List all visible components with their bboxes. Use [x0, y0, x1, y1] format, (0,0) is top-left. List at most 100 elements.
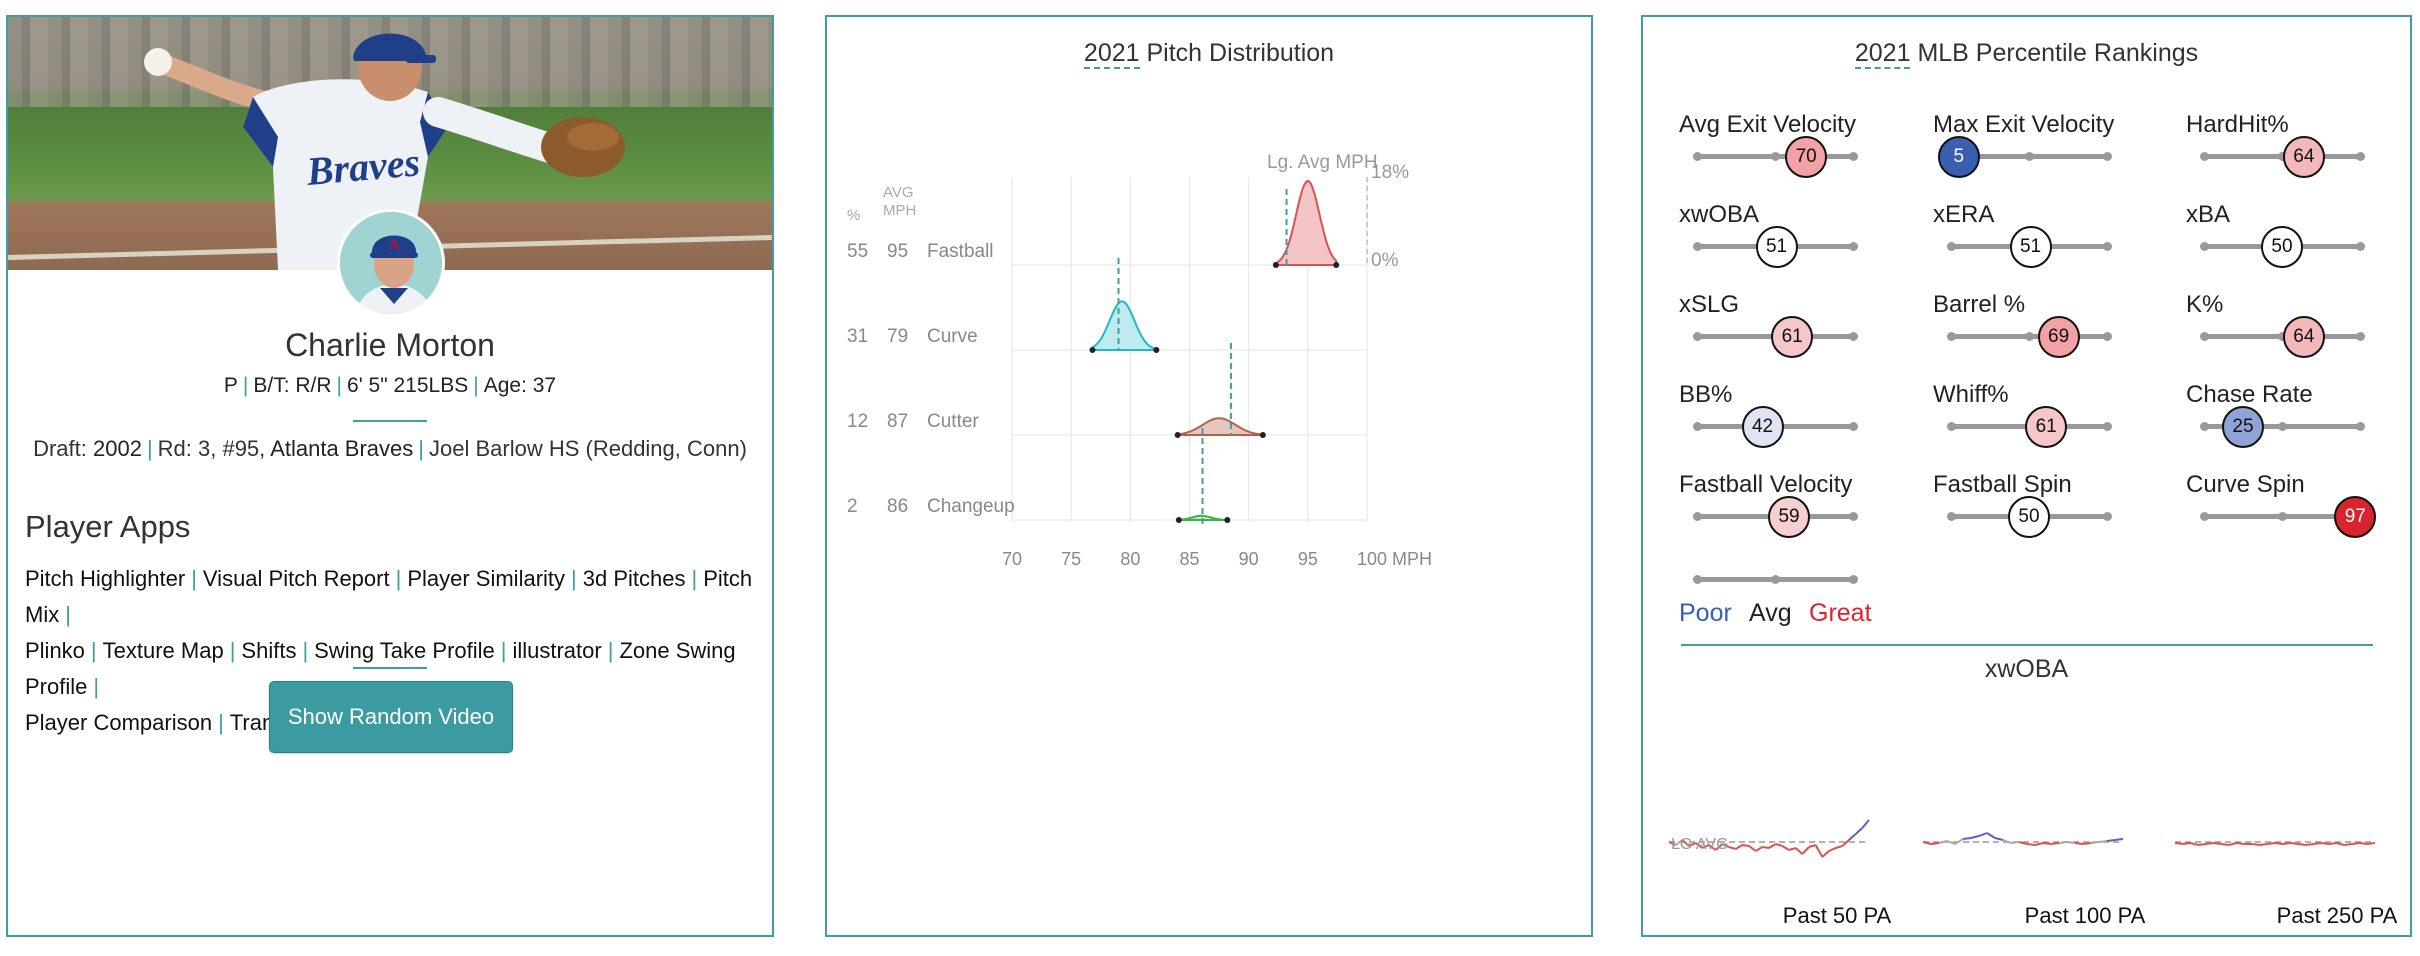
app-link-zone-swing-profile[interactable]: Zone Swing Profile: [25, 638, 736, 699]
percentile-value-badge[interactable]: 50: [2008, 496, 2050, 538]
track-tick: [2200, 152, 2209, 161]
xwoba-trend-segment: [1675, 839, 1683, 846]
xwoba-trend-segment: [1994, 837, 2004, 841]
window-label-100: Past 100 PA: [2024, 903, 2146, 928]
app-link-illustrator[interactable]: illustrator: [512, 638, 602, 663]
track-tick: [1849, 422, 1858, 431]
app-link-pitch-highlighter[interactable]: Pitch Highlighter: [25, 566, 186, 591]
percentile-value-badge[interactable]: 59: [1768, 496, 1811, 538]
xwoba-trend-segment: [2267, 842, 2276, 845]
percentile-value-badge[interactable]: 51: [1755, 226, 1798, 268]
percentile-value-badge[interactable]: 97: [2334, 496, 2377, 538]
xwoba-trend-segment: [2228, 842, 2237, 846]
app-link-player-similarity[interactable]: Player Similarity: [407, 566, 566, 591]
percentile-value-badge[interactable]: 5: [1937, 136, 1980, 178]
track-tick: [2025, 332, 2034, 341]
pitch-pct: 2: [847, 496, 858, 517]
app-link-pitch-mix[interactable]: Pitch Mix: [25, 566, 753, 627]
show-random-video-button[interactable]: Show Random Video: [269, 681, 513, 753]
draft-label: Draft:: [33, 436, 87, 461]
percentile-value-badge[interactable]: 61: [1771, 316, 1814, 358]
app-link-texture-map[interactable]: Texture Map: [102, 638, 224, 663]
legend-slider-tick: [1693, 575, 1702, 584]
xwoba-trend-segment: [2259, 843, 2268, 846]
xwoba-trend-segment: [1768, 843, 1777, 849]
year-selector[interactable]: 2021: [1083, 39, 1140, 69]
xwoba-trend-segment: [1708, 844, 1717, 851]
player-panel: Braves 50 A Charlie Morton P|B/T: R/R|6'…: [6, 15, 774, 937]
metric-label: Whiff%: [1933, 381, 2009, 408]
metric-label: K%: [2186, 291, 2224, 318]
xwoba-trend-segment: [2351, 842, 2360, 845]
track-tick: [2356, 242, 2365, 251]
svg-text:A: A: [389, 238, 400, 253]
app-link-swing-take-profile[interactable]: Swing Take Profile: [314, 638, 495, 663]
app-link-3d-pitches[interactable]: 3d Pitches: [582, 566, 686, 591]
xwoba-trend-segment: [1821, 850, 1830, 858]
xwoba-trend-segment: [1861, 819, 1870, 829]
percentile-value-badge[interactable]: 42: [1741, 406, 1784, 448]
xwoba-trend-segment: [1701, 844, 1710, 849]
percentile-fastball-spin: Fastball Spin 50: [1933, 471, 2153, 551]
link-separator: |: [218, 710, 224, 735]
xwoba-trend-segment: [1715, 843, 1723, 851]
lg-avg-label: LG AVG: [1671, 836, 1729, 853]
xwoba-trend-segment: [2190, 842, 2199, 846]
metric-label: Chase Rate: [2186, 381, 2313, 408]
xwoba-trend-segment: [2336, 842, 2345, 846]
percentile-chase-rate: Chase Rate 25: [2186, 381, 2406, 461]
pitch-density-cutter: [1176, 417, 1264, 436]
track-tick: [2103, 512, 2112, 521]
link-separator: |: [571, 566, 577, 591]
legend-avg: Avg: [1749, 599, 1792, 627]
metric-label: Curve Spin: [2186, 471, 2305, 498]
metric-label: HardHit%: [2186, 111, 2289, 138]
metric-label: BB%: [1679, 381, 1733, 408]
xwoba-trend-segment: [1828, 847, 1837, 852]
link-separator: |: [302, 638, 309, 663]
track-tick: [2103, 422, 2112, 431]
year-selector[interactable]: 2021: [1854, 39, 1911, 69]
pitch-name: Cutter: [927, 411, 979, 432]
player-apps-links: Pitch Highlighter | Visual Pitch Report | Pl…: [25, 561, 765, 741]
xwoba-trend-segment: [2042, 842, 2052, 845]
xwoba-trend-segment: [1762, 846, 1770, 849]
percentile-value-badge[interactable]: 51: [2009, 226, 2052, 268]
app-link-plinko[interactable]: Plinko: [25, 638, 85, 663]
xwoba-trend-segment: [1735, 844, 1743, 850]
mph-header: AVG: [883, 184, 914, 201]
xwoba-sparklines: LG AVG: [1668, 819, 2376, 858]
app-link-shifts[interactable]: Shifts: [241, 638, 297, 663]
x-tick-label: 100 MPH: [1357, 549, 1432, 569]
app-link-player-comparison[interactable]: Player Comparison: [25, 710, 213, 735]
percentile-value-badge[interactable]: 69: [2037, 316, 2080, 358]
xwoba-trend-segment: [1954, 838, 1964, 845]
metric-label: xSLG: [1679, 291, 1740, 318]
percentile-xslg: xSLG 61: [1679, 291, 1899, 371]
xwoba-trend-segment: [1801, 846, 1810, 855]
scale-bottom: 0%: [1371, 250, 1399, 271]
draft-team: Atlanta Braves: [270, 436, 414, 461]
xwoba-trend-segment: [2197, 843, 2206, 846]
track-tick: [2356, 332, 2365, 341]
xwoba-trend-segment: [1962, 837, 1972, 840]
percentile-value-badge[interactable]: 64: [2282, 136, 2325, 178]
xwoba-trend-segment: [1938, 840, 1948, 844]
app-link-visual-pitch-report[interactable]: Visual Pitch Report: [202, 566, 390, 591]
track-tick: [2200, 332, 2209, 341]
pitch-mph: 86: [887, 496, 908, 517]
pitch-name: Fastball: [927, 241, 994, 262]
track-tick: [2356, 152, 2365, 161]
xwoba-rolling-title: xwOBA: [1984, 655, 2069, 683]
percentile-value-badge[interactable]: 64: [2282, 316, 2325, 358]
percentile-value-badge[interactable]: 61: [2025, 406, 2068, 448]
pitch-distribution-title: 2021 Pitch Distribution: [827, 39, 1591, 69]
xwoba-trend-segment: [1668, 841, 1677, 846]
percentile-value-badge[interactable]: 70: [1785, 136, 1828, 178]
xwoba-trend-segment: [1930, 842, 1940, 845]
percentile-value-badge[interactable]: 25: [2222, 406, 2264, 448]
xwoba-trend-segment: [2359, 842, 2368, 845]
percentile-value-badge[interactable]: 50: [2261, 226, 2303, 268]
xwoba-trend-segment: [1695, 842, 1703, 849]
xwoba-trend-segment: [1755, 846, 1763, 852]
